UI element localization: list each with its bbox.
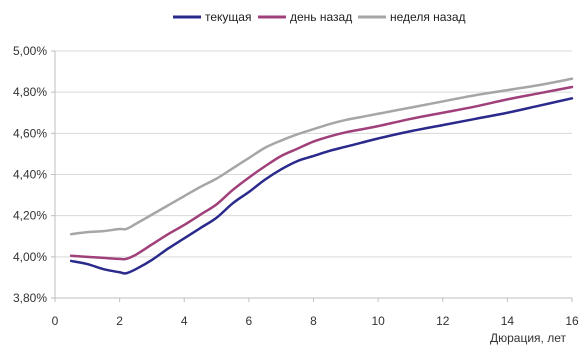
x-tick-label: 10 xyxy=(371,314,385,328)
y-tick-label: 4,80% xyxy=(13,85,47,99)
legend-label: текущая xyxy=(205,10,251,24)
x-tick-label: 12 xyxy=(436,314,450,328)
y-tick-label: 4,00% xyxy=(13,250,47,264)
legend-label: неделя назад xyxy=(390,10,466,24)
series-line xyxy=(69,97,574,275)
y-tick-label: 4,20% xyxy=(13,209,47,223)
grid xyxy=(55,50,572,258)
y-tick-label: 5,00% xyxy=(13,44,47,58)
series-line xyxy=(69,85,574,261)
x-tick-label: 2 xyxy=(116,314,123,328)
legend: текущая день назад неделя назад xyxy=(173,10,466,24)
x-tick-label: 4 xyxy=(181,314,188,328)
x-tick-label: 8 xyxy=(310,314,317,328)
legend-label: день назад xyxy=(290,10,352,24)
y-tick-label: 4,60% xyxy=(13,126,47,140)
x-tick-label: 16 xyxy=(565,314,579,328)
y-tick-labels: 3,80% 4,00% 4,20% 4,40% 4,60% 4,80% 5,00% xyxy=(13,44,47,305)
x-tick-label: 6 xyxy=(246,314,253,328)
y-tick-label: 4,40% xyxy=(13,168,47,182)
x-tick-label: 14 xyxy=(501,314,515,328)
x-tick-label: 0 xyxy=(52,314,59,328)
axes xyxy=(51,50,573,302)
y-tick-label: 3,80% xyxy=(13,291,47,305)
series-line xyxy=(69,77,574,236)
x-axis-title: Дюрация, лет xyxy=(490,331,566,345)
series-lines xyxy=(69,77,574,275)
x-tick-labels: 0 2 4 6 8 10 12 14 16 xyxy=(52,314,579,328)
